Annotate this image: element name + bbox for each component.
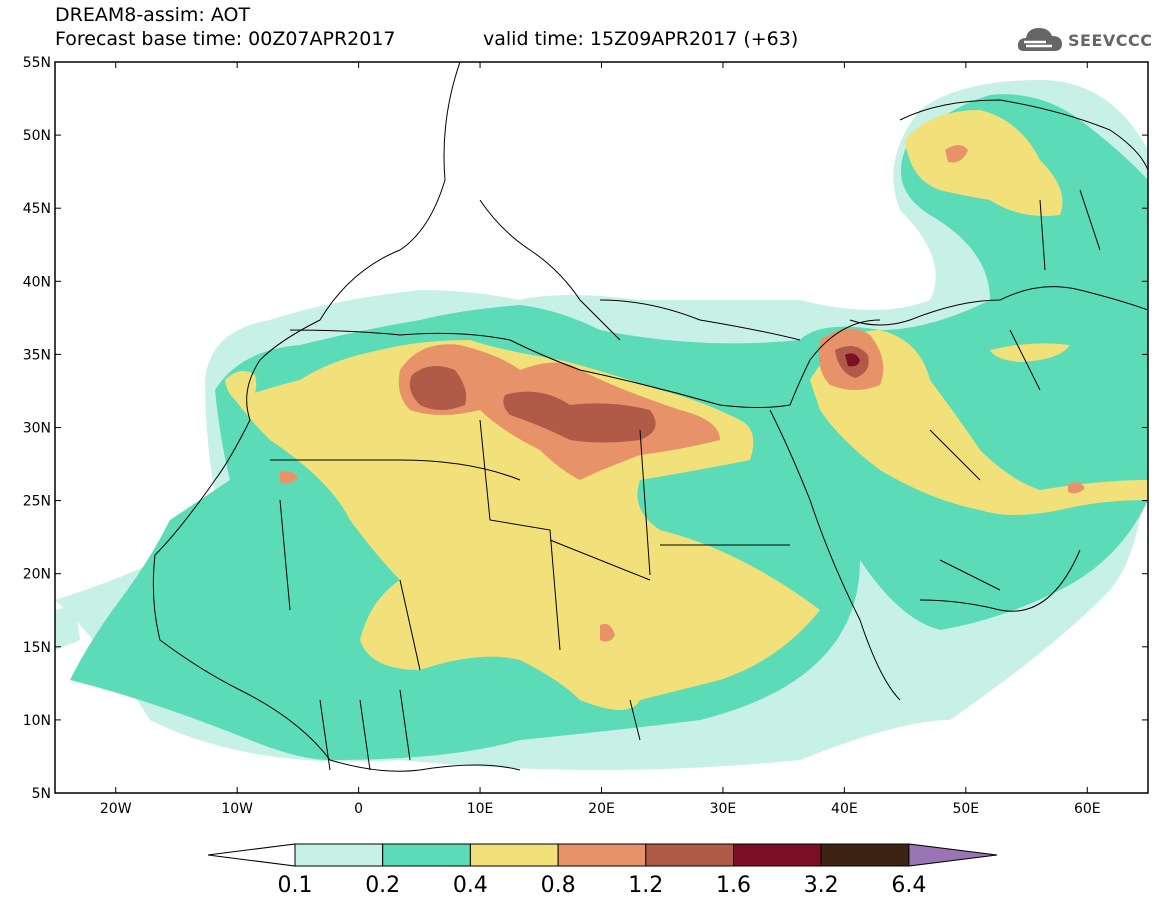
lon-label: 10E: [467, 801, 494, 817]
colorbar-upper-arrow: [908, 843, 998, 867]
aot-contour-1.2: [409, 346, 869, 443]
colorbar-swatch: [733, 843, 822, 867]
lat-label: 30N: [23, 421, 51, 437]
colorbar-label: 0.8: [541, 873, 576, 898]
colorbar-label: 0.1: [278, 873, 313, 898]
aot-contour-1.6: [845, 353, 860, 367]
lat-label: 20N: [23, 567, 51, 583]
colorbar-swatch: [382, 843, 471, 867]
lat-label: 10N: [23, 713, 51, 729]
aot-colorbar: 0.1 0.2 0.4 0.8 1.2 1.6 3.2 6.4: [207, 843, 998, 898]
colorbar-swatch: [557, 843, 647, 867]
colorbar-label: 3.2: [804, 873, 839, 898]
colorbar-label: 0.2: [365, 873, 400, 898]
lat-label: 5N: [32, 786, 51, 802]
colorbar-swatch: [469, 843, 559, 867]
lon-label: 20E: [588, 801, 615, 817]
logo-label: SEEVCCC: [1068, 30, 1153, 50]
colorbar-label: 0.4: [453, 873, 488, 898]
lat-label: 15N: [23, 640, 51, 656]
forecast-time-line: Forecast base time: 00Z07APR2017 valid ti…: [55, 28, 798, 50]
colorbar-label: 6.4: [891, 873, 926, 898]
lon-label: 60E: [1074, 801, 1101, 817]
colorbar-lower-arrow: [207, 843, 296, 867]
lon-label: 10W: [221, 801, 253, 817]
latitude-axis: 55N 50N 45N 40N 35N 30N 25N 20N 15N 10N 5N: [23, 55, 1148, 802]
colorbar-label: 1.2: [628, 873, 663, 898]
longitude-axis: 20W 10W 0 10E 20E 30E 40E 50E 60E: [100, 62, 1101, 817]
lat-label: 35N: [23, 347, 51, 363]
colorbar-swatch: [645, 843, 734, 867]
aot-map: 55N 50N 45N 40N 35N 30N 25N 20N 15N 10N 5N 20W 10W 0…: [23, 55, 1149, 817]
lat-label: 55N: [23, 55, 51, 71]
lat-label: 25N: [23, 494, 51, 510]
coastlines-and-borders: [152, 62, 1148, 772]
lat-label: 50N: [23, 128, 51, 144]
lon-label: 20W: [100, 801, 132, 817]
colorbar-swatch: [820, 843, 910, 867]
lat-label: 40N: [23, 274, 51, 290]
lat-label: 45N: [23, 201, 51, 217]
colorbar-label: 1.6: [716, 873, 751, 898]
lon-label: 40E: [831, 801, 858, 817]
colorbar-swatch: [294, 843, 384, 867]
valid-time: valid time: 15Z09APR2017 (+63): [483, 28, 799, 50]
seevccc-logo: SEEVCCC: [1016, 22, 1153, 58]
cloud-logo-icon: [1017, 28, 1062, 51]
lon-label: 30E: [710, 801, 737, 817]
lon-label: 50E: [952, 801, 979, 817]
base-time: Forecast base time: 00Z07APR2017: [55, 28, 396, 50]
lon-label: 0: [354, 801, 363, 817]
map-title: DREAM8-assim: AOT: [55, 4, 251, 26]
